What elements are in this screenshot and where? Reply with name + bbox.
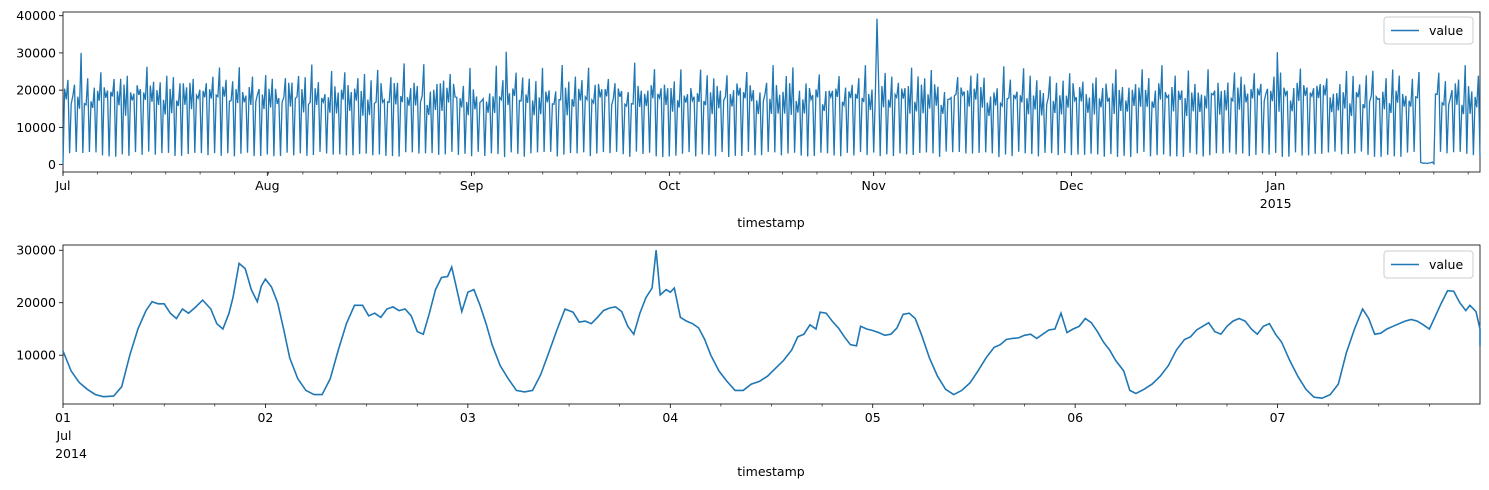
x-tick-label: 05	[865, 410, 881, 425]
x-tick-label: 04	[662, 410, 678, 425]
x-ticks-top: Jul Aug Sep Oct Nov Dec Jan 2015	[54, 172, 1469, 211]
x-year-label: 2014	[55, 446, 87, 461]
x-tick-label: Dec	[1059, 178, 1083, 193]
y-tick-label: 20000	[16, 295, 56, 310]
x-tick-label: Nov	[861, 178, 886, 193]
legend-bottom: value	[1383, 250, 1474, 279]
legend-label: value	[1429, 23, 1463, 38]
subplot-bottom: 10000 20000 30000 01 02 03 04 05 06 07 Jul 2014 ti…	[16, 243, 1481, 479]
x-tick-label: 03	[460, 410, 476, 425]
y-tick-label: 20000	[16, 83, 56, 98]
x-axis-label-top: timestamp	[737, 215, 804, 230]
x-axis-label-bottom: timestamp	[737, 464, 804, 479]
x-tick-label: Jan	[1265, 178, 1285, 193]
x-tick-label: Aug	[255, 178, 279, 193]
legend-top: value	[1383, 16, 1474, 45]
y-tick-label: 0	[48, 157, 56, 172]
x-tick-label: Jul	[54, 178, 70, 193]
x-tick-label: 07	[1270, 410, 1286, 425]
x-month-label: Jul	[55, 428, 71, 443]
y-tick-label: 10000	[16, 120, 56, 135]
legend-frame	[1383, 250, 1474, 279]
x-tick-label: 01	[55, 410, 71, 425]
y-tick-label: 10000	[16, 348, 56, 363]
legend-frame	[1383, 16, 1474, 45]
y-tick-label: 30000	[16, 243, 56, 258]
y-ticks-bottom: 10000 20000 30000	[16, 243, 63, 363]
x-tick-label: 02	[257, 410, 273, 425]
x-ticks-bottom: 01 02 03 04 05 06 07 Jul 2014	[55, 404, 1430, 461]
x-year-label: 2015	[1260, 196, 1292, 211]
x-tick-label: Sep	[460, 178, 484, 193]
y-tick-label: 40000	[16, 8, 56, 23]
plot-area-top	[62, 11, 1481, 173]
y-tick-label: 30000	[16, 45, 56, 60]
y-ticks-top: 0 10000 20000 30000 40000	[16, 8, 63, 172]
x-tick-label: 06	[1067, 410, 1083, 425]
series-line-top	[62, 18, 1481, 166]
x-tick-label: Oct	[659, 178, 681, 193]
subplot-top: 0 10000 20000 30000 40000 Jul Aug Sep Oct Nov Dec…	[16, 8, 1481, 230]
legend-label: value	[1429, 257, 1463, 272]
series-line-bottom	[62, 250, 1481, 400]
